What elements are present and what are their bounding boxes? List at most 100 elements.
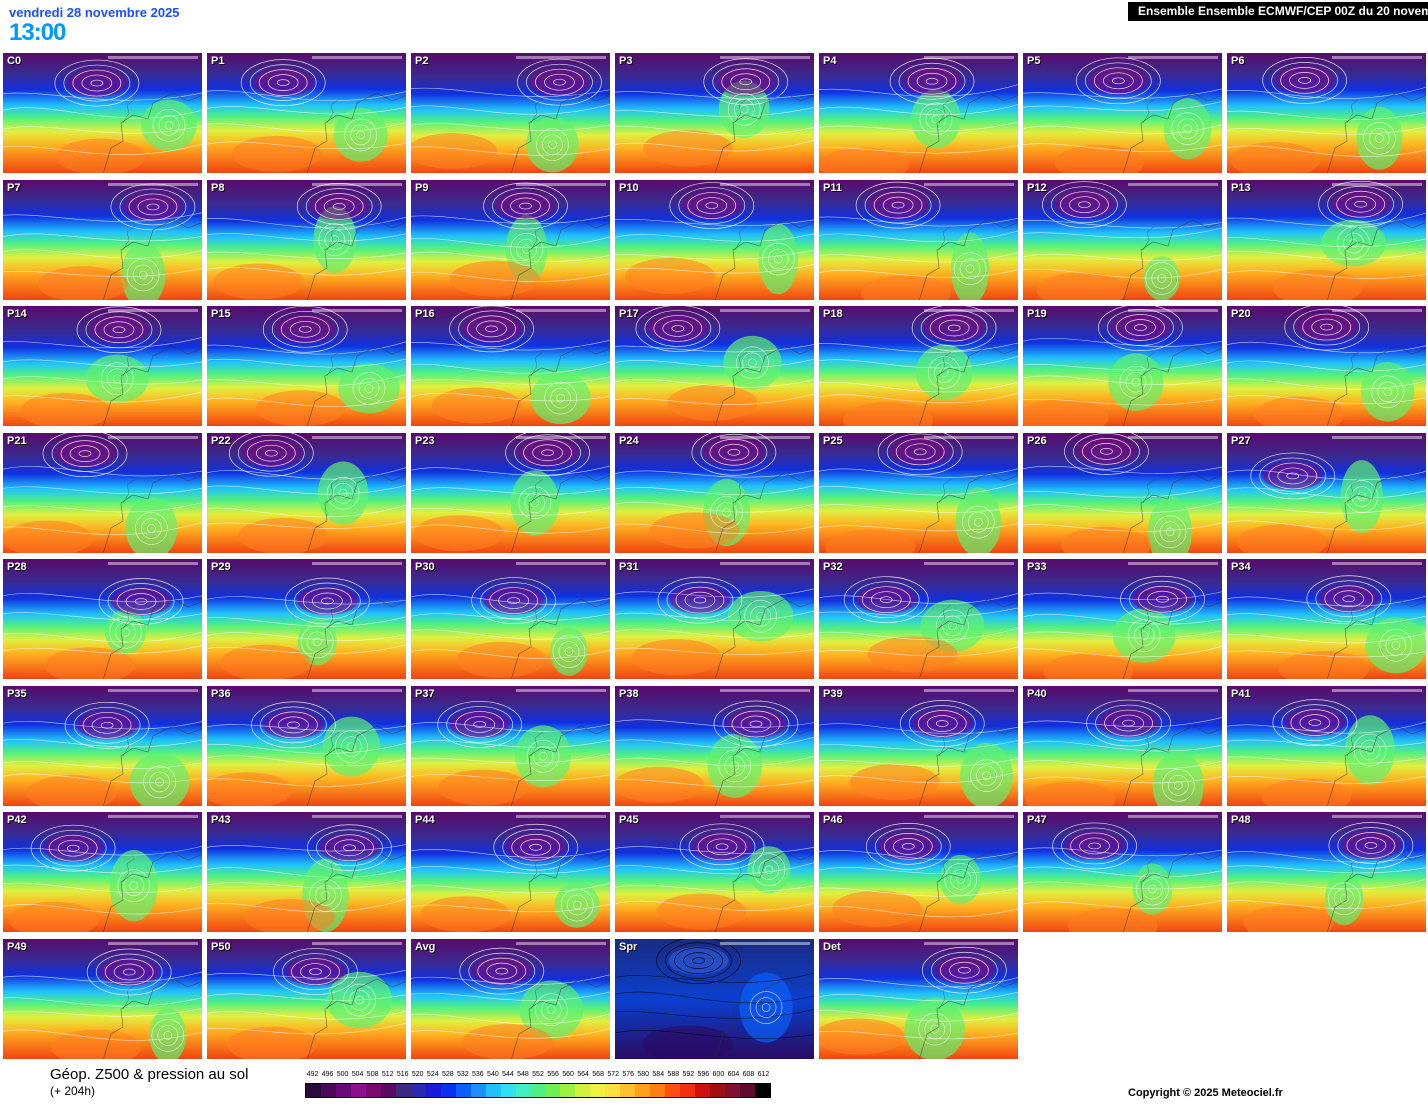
geopotential-map	[411, 432, 610, 553]
geopotential-map	[207, 559, 406, 679]
map-panel-p42[interactable]: P42	[2, 811, 202, 932]
map-panel-p36[interactable]: P36	[206, 684, 406, 806]
panel-label: P3	[619, 55, 633, 67]
map-panel-det[interactable]: Det	[818, 937, 1018, 1059]
map-panel-p45[interactable]: P45	[614, 811, 814, 932]
map-panel-p5[interactable]: P5	[1022, 52, 1222, 173]
map-panel-p30[interactable]: P30	[410, 558, 610, 679]
panel-header-strip	[108, 435, 198, 439]
map-panel-p12[interactable]: P12	[1022, 178, 1222, 300]
scale-swatch	[470, 1084, 486, 1097]
map-panel-avg[interactable]: Avg	[410, 937, 610, 1059]
map-panel-p44[interactable]: P44	[410, 811, 610, 932]
map-panel-p29[interactable]: P29	[206, 558, 406, 679]
map-panel-p8[interactable]: P8	[206, 178, 406, 300]
copyright-notice: Copyright © 2025 Meteociel.fr	[1128, 1087, 1283, 1099]
panel-header-strip	[312, 941, 402, 945]
panel-label: P7	[7, 181, 21, 194]
map-panel-p16[interactable]: P16	[410, 305, 610, 426]
panel-label: P5	[1027, 55, 1041, 67]
map-panel-p25[interactable]: P25	[818, 431, 1018, 553]
map-panel-p35[interactable]: P35	[2, 684, 202, 806]
map-panel-p46[interactable]: P46	[818, 811, 1018, 932]
panel-header-strip	[516, 688, 606, 692]
map-panel-p37[interactable]: P37	[410, 684, 610, 806]
geopotential-map	[411, 812, 610, 932]
map-panel-p50[interactable]: P50	[206, 937, 406, 1059]
panel-label: P16	[415, 308, 435, 320]
map-panel-p13[interactable]: P13	[1226, 178, 1426, 300]
panel-header-strip	[1128, 688, 1218, 692]
map-panel-p3[interactable]: P3	[614, 52, 814, 173]
panel-header-strip	[924, 309, 1014, 312]
map-panel-p49[interactable]: P49	[2, 937, 202, 1059]
scale-tick-label: 544	[502, 1071, 514, 1078]
map-panel-p2[interactable]: P2	[410, 52, 610, 173]
map-panel-p43[interactable]: P43	[206, 811, 406, 932]
map-panel-p21[interactable]: P21	[2, 431, 202, 553]
panel-header-strip	[108, 815, 198, 818]
panel-label: P38	[619, 687, 639, 700]
map-panel-p9[interactable]: P9	[410, 178, 610, 300]
panel-header-strip	[924, 562, 1014, 565]
geopotential-map	[819, 432, 1018, 553]
map-panel-p15[interactable]: P15	[206, 305, 406, 426]
map-panel-p38[interactable]: P38	[614, 684, 814, 806]
map-panel-p7[interactable]: P7	[2, 178, 202, 300]
scale-tick-label: 548	[517, 1071, 529, 1078]
color-scale-labels: 492 496 500 504 508 512 516 520 524 528 532 536 540 5…	[305, 1071, 771, 1081]
map-panel-p41[interactable]: P41	[1226, 684, 1426, 806]
panel-label: P30	[415, 561, 435, 573]
map-panel-p22[interactable]: P22	[206, 431, 406, 553]
scale-tick-label: 556	[547, 1071, 559, 1078]
map-panel-p18[interactable]: P18	[818, 305, 1018, 426]
map-panel-p32[interactable]: P32	[818, 558, 1018, 679]
legend-subtitle: (+ 204h)	[50, 1084, 96, 1098]
geopotential-map	[411, 559, 610, 679]
geopotential-map	[615, 685, 814, 806]
map-panel-c0[interactable]: C0	[2, 52, 202, 173]
geopotential-map	[1227, 53, 1426, 173]
map-panel-p10[interactable]: P10	[614, 178, 814, 300]
panel-header-strip	[924, 815, 1014, 818]
map-panel-p33[interactable]: P33	[1022, 558, 1222, 679]
map-panel-p1[interactable]: P1	[206, 52, 406, 173]
map-panel-p39[interactable]: P39	[818, 684, 1018, 806]
map-panel-p27[interactable]: P27	[1226, 431, 1426, 553]
scale-tick-label: 536	[472, 1071, 484, 1078]
color-scale-bar	[305, 1083, 771, 1098]
map-panel-p31[interactable]: P31	[614, 558, 814, 679]
map-panel-p40[interactable]: P40	[1022, 684, 1222, 806]
scale-tick-label: 500	[336, 1071, 349, 1078]
geopotential-map	[1227, 559, 1426, 679]
map-panel-p34[interactable]: P34	[1226, 558, 1426, 679]
geopotential-map	[615, 938, 814, 1059]
map-panel-p17[interactable]: P17	[614, 305, 814, 426]
panel-header-strip	[720, 56, 810, 59]
scale-swatch	[425, 1084, 441, 1097]
map-panel-p6[interactable]: P6	[1226, 52, 1426, 173]
scale-swatch	[380, 1084, 396, 1097]
map-panel-p26[interactable]: P26	[1022, 431, 1222, 553]
geopotential-map	[207, 432, 406, 553]
map-panel-p28[interactable]: P28	[2, 558, 202, 679]
scale-tick-label: 596	[697, 1071, 710, 1078]
map-panel-p24[interactable]: P24	[614, 431, 814, 553]
scale-swatch	[680, 1084, 696, 1097]
map-panel-p20[interactable]: P20	[1226, 305, 1426, 426]
map-panel-p48[interactable]: P48	[1226, 811, 1426, 932]
scale-tick-label: 508	[366, 1071, 379, 1078]
scale-swatch	[725, 1084, 741, 1097]
scale-tick-label: 528	[441, 1071, 454, 1078]
map-panel-p19[interactable]: P19	[1022, 305, 1222, 426]
map-panel-p23[interactable]: P23	[410, 431, 610, 553]
map-panel-p4[interactable]: P4	[818, 52, 1018, 173]
geopotential-map	[3, 685, 202, 806]
panel-header-strip	[720, 815, 810, 818]
panel-header-strip	[720, 435, 810, 439]
map-panel-p14[interactable]: P14	[2, 305, 202, 426]
map-panel-spr[interactable]: Spr	[614, 937, 814, 1059]
map-panel-p47[interactable]: P47	[1022, 811, 1222, 932]
panel-label: P44	[415, 814, 435, 826]
map-panel-p11[interactable]: P11	[818, 178, 1018, 300]
